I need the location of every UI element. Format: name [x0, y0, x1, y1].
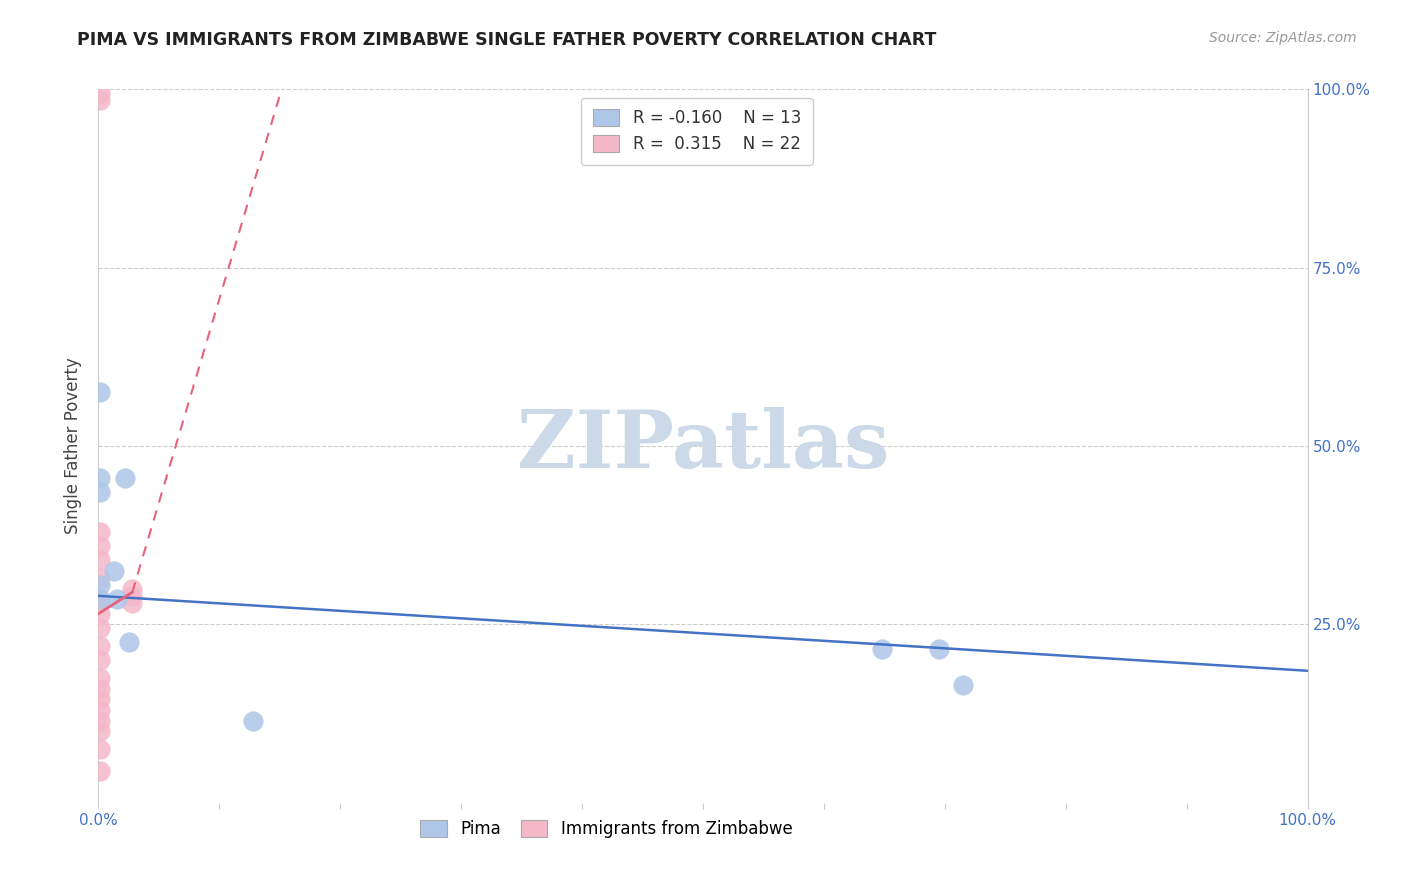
Point [89, 578, 111, 592]
Point [89, 524, 111, 539]
Point [118, 635, 141, 649]
Legend: Pima, Immigrants from Zimbabwe: Pima, Immigrants from Zimbabwe [413, 813, 799, 845]
Point [89, 703, 111, 717]
Point [89, 724, 111, 739]
Point [89, 385, 111, 400]
Point [105, 592, 128, 607]
Point [89, 639, 111, 653]
Text: ZIPatlas: ZIPatlas [517, 407, 889, 485]
Point [89, 764, 111, 778]
Point [89, 539, 111, 553]
Point [89, 621, 111, 635]
Text: PIMA VS IMMIGRANTS FROM ZIMBABWE SINGLE FATHER POVERTY CORRELATION CHART: PIMA VS IMMIGRANTS FROM ZIMBABWE SINGLE … [77, 31, 936, 49]
Point [89, 653, 111, 667]
Y-axis label: Single Father Poverty: Single Father Poverty [65, 358, 83, 534]
Text: Source: ZipAtlas.com: Source: ZipAtlas.com [1209, 31, 1357, 45]
Point [89, 93, 111, 107]
Point [89, 607, 111, 621]
Point [121, 582, 143, 596]
Point [121, 589, 143, 603]
Point [89, 592, 111, 607]
Point [952, 678, 974, 692]
Point [89, 485, 111, 500]
Point [89, 592, 111, 607]
Point [89, 742, 111, 756]
Point [89, 714, 111, 728]
Point [89, 671, 111, 685]
Point [870, 642, 893, 657]
Point [121, 596, 143, 610]
Point [89, 471, 111, 485]
Point [89, 553, 111, 567]
Point [89, 571, 111, 585]
Point [114, 471, 136, 485]
Point [103, 564, 125, 578]
Point [89, 692, 111, 706]
Point [242, 714, 264, 728]
Point [89, 86, 111, 100]
Point [928, 642, 950, 657]
Point [89, 681, 111, 696]
